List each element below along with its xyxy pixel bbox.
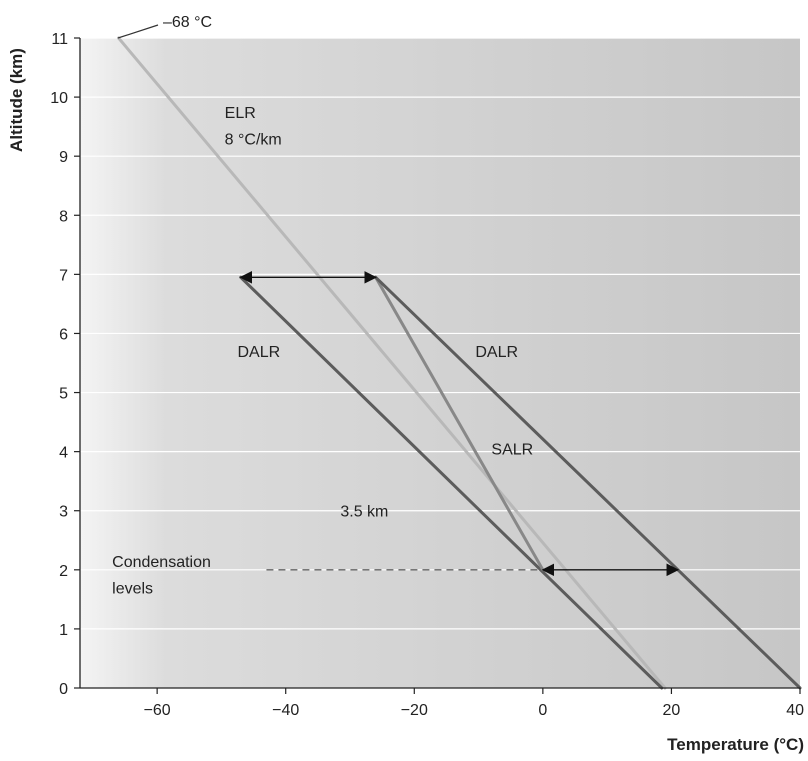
series-line-dalr-left: [239, 275, 664, 690]
y-axis-title: Altitude (km): [7, 48, 26, 152]
x-axis-ticks: −60 −40 −20 0 20 40: [144, 688, 804, 719]
y-tick-label-8: 8: [59, 208, 68, 225]
x-axis-title: Temperature (°C): [667, 735, 804, 754]
series-line-elr: [117, 36, 667, 690]
annotation-elr: ELR: [225, 105, 256, 122]
y-tick-label-3: 3: [59, 504, 68, 521]
y-tick-label-9: 9: [59, 149, 68, 166]
annotation-salr: SALR: [491, 442, 533, 459]
annotation-condensation-line-2: levels: [112, 580, 153, 597]
annotation-dalr-left: DALR: [238, 344, 281, 361]
x-tick-label--40: −40: [272, 702, 299, 719]
y-tick-label-7: 7: [59, 267, 68, 284]
y-tick-label-1: 1: [59, 622, 68, 639]
series-layer: [117, 36, 802, 690]
y-tick-label-0: 0: [59, 681, 68, 698]
x-tick-label-40: 40: [786, 702, 804, 719]
series-line-salr: [374, 275, 545, 572]
y-tick-label-6: 6: [59, 326, 68, 343]
x-tick-label-0: 0: [538, 702, 547, 719]
x-tick-label-20: 20: [663, 702, 681, 719]
annotation-elr-rate: 8 °C/km: [225, 131, 282, 148]
y-tick-label-11: 11: [51, 31, 68, 48]
plot-background: [80, 38, 800, 688]
y-tick-label-2: 2: [59, 563, 68, 580]
arrow-layer: [239, 271, 680, 577]
series-line-dalr-right: [374, 275, 802, 690]
y-tick-label-4: 4: [59, 445, 68, 462]
y-axis-ticks: 0 1 2 3 4 5 6 7 8 9 10 11: [50, 31, 80, 698]
annotation-dalr-right: DALR: [475, 344, 518, 361]
annotation-top-temperature: –68 °C: [163, 14, 212, 31]
top-temp-leader-line: [117, 24, 159, 39]
y-tick-label-10: 10: [50, 90, 68, 107]
y-tick-label-5: 5: [59, 386, 68, 403]
annotation-condensation-line-1: Condensation: [112, 554, 211, 571]
x-tick-label--20: −20: [401, 702, 428, 719]
annotation-height-difference: 3.5 km: [340, 504, 388, 521]
x-tick-label--60: −60: [144, 702, 171, 719]
